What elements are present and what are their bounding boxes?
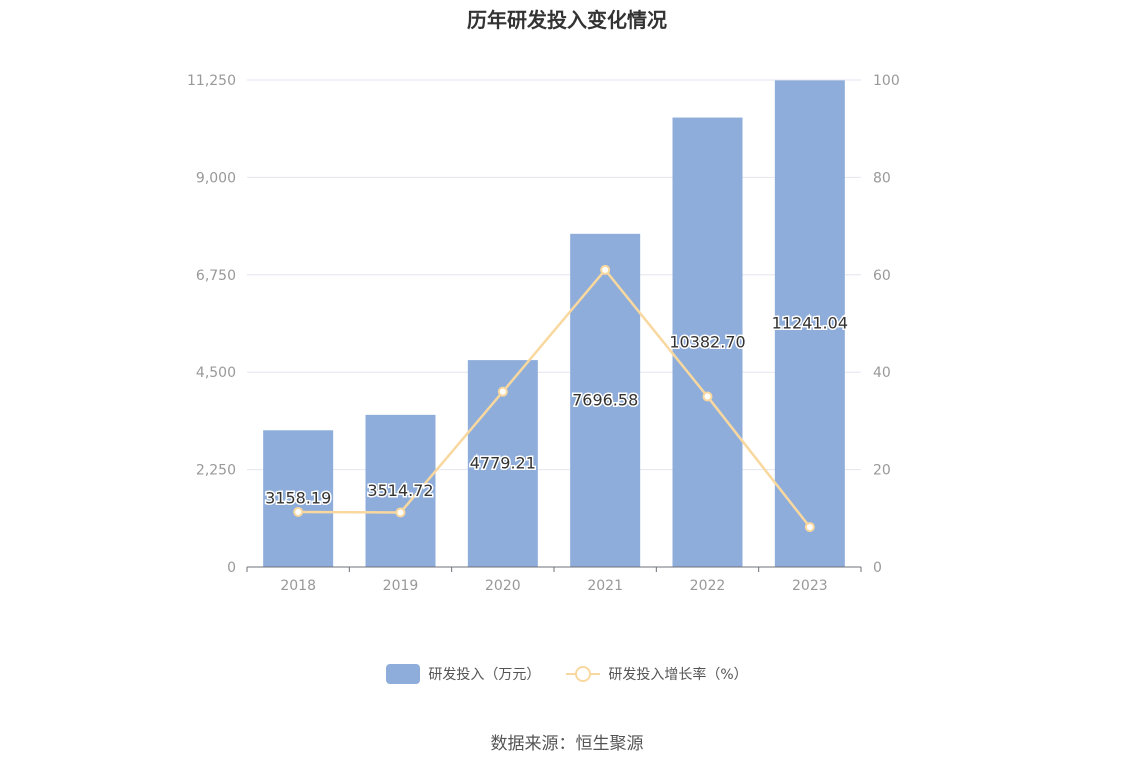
bar-value-label: 10382.70 <box>669 332 745 351</box>
combo-chart: 0 0 2,250 20 4,500 40 6,750 60 9,000 80 11,250 100 2… <box>187 73 900 594</box>
grid-lines <box>247 79 861 471</box>
line-point <box>497 386 508 397</box>
y-right-tick-label: 20 <box>873 463 891 479</box>
bar <box>774 80 845 567</box>
bar <box>672 117 743 567</box>
legend-item-line[interactable]: 研发投入增长率（%） <box>566 664 748 684</box>
bar <box>365 414 436 567</box>
y-left-tick-label: 9,000 <box>196 170 236 186</box>
source-note: 数据来源：恒生聚源 <box>490 734 644 754</box>
y-right-tick-label: 40 <box>873 365 891 381</box>
y-right-tick-label: 100 <box>873 73 900 89</box>
x-tick-label: 2020 <box>485 578 521 594</box>
bar-value-label: 11241.04 <box>772 314 848 333</box>
y-right-tick-label: 0 <box>873 560 882 576</box>
axes: 0 0 2,250 20 4,500 40 6,750 60 9,000 80 11,250 100 2… <box>187 73 900 594</box>
bar-series <box>263 80 845 567</box>
x-tick-label: 2018 <box>280 578 316 594</box>
bar-value-label: 3158.19 <box>265 489 331 508</box>
line-point <box>395 507 406 518</box>
y-left-tick-label: 6,750 <box>196 268 236 284</box>
legend-label-bar: 研发投入（万元） <box>428 667 541 683</box>
x-tick-label: 2023 <box>792 578 828 594</box>
bar-value-label: 7696.58 <box>572 390 638 409</box>
bar-value-label: 3514.72 <box>367 481 433 500</box>
y-left-tick-label: 0 <box>227 560 236 576</box>
bar-value-label: 4779.21 <box>470 454 536 473</box>
line-series <box>293 264 815 533</box>
legend-item-bar[interactable]: 研发投入（万元） <box>386 664 540 684</box>
y-left-tick-label: 4,500 <box>196 365 236 381</box>
legend-label-line: 研发投入增长率（%） <box>608 667 748 683</box>
legend-bar-swatch <box>386 664 421 684</box>
y-left-tick-label: 11,250 <box>187 73 236 89</box>
line-point <box>293 506 304 517</box>
y-right-tick-label: 60 <box>873 268 891 284</box>
data-labels: 3158.19 3514.72 4779.21 7696.58 10382.70 1124… <box>264 312 850 509</box>
x-tick-label: 2021 <box>587 578 623 594</box>
line-point <box>600 264 611 275</box>
bar <box>570 233 641 567</box>
x-tick-label: 2019 <box>383 578 419 594</box>
legend: 研发投入（万元） 研发投入增长率（%） <box>0 664 1134 684</box>
y-left-tick-label: 2,250 <box>196 463 236 479</box>
legend-line-swatch <box>566 664 601 684</box>
x-tick-label: 2022 <box>690 578 726 594</box>
bar <box>263 430 334 567</box>
growth-rate-line <box>298 268 811 528</box>
line-point <box>804 522 815 533</box>
y-right-tick-label: 80 <box>873 170 891 186</box>
chart-title: 历年研发投入变化情况 <box>467 8 667 32</box>
line-point <box>702 391 713 402</box>
